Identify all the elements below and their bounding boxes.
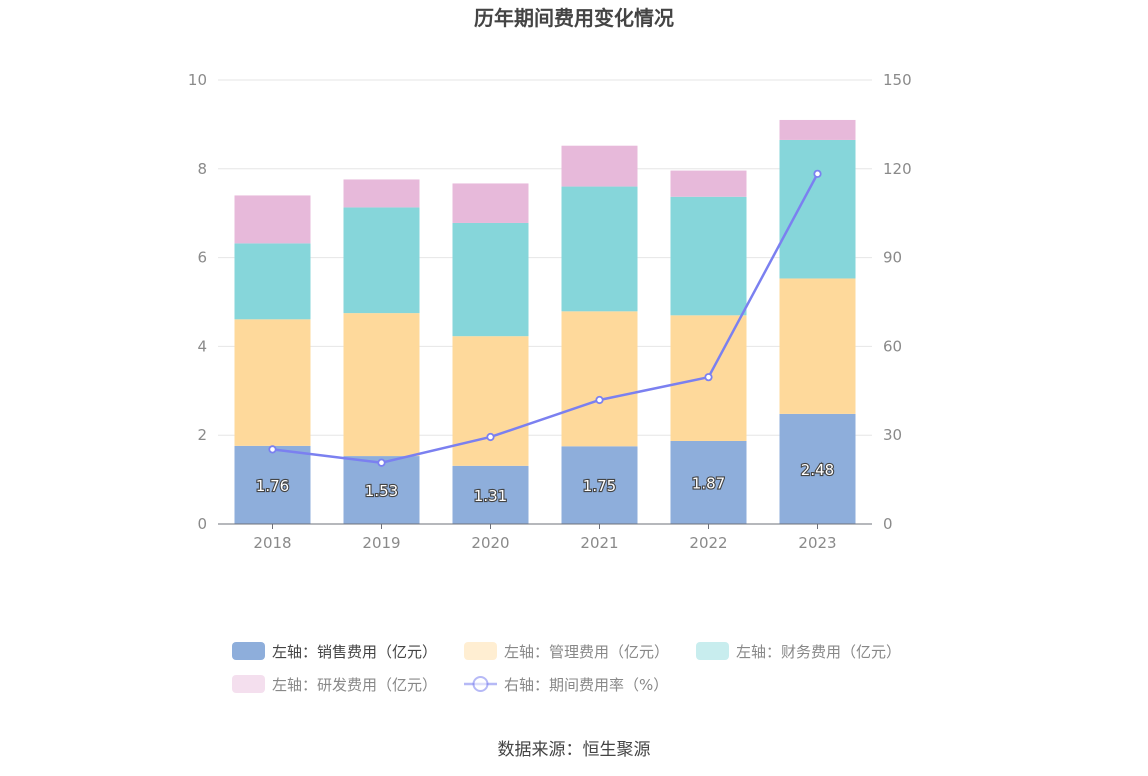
bar-segment bbox=[343, 456, 420, 524]
bar-segment bbox=[779, 413, 856, 524]
right-axis: 0 30 60 90 120 150 bbox=[883, 71, 912, 533]
bar-segment bbox=[234, 445, 311, 524]
x-tick-label: 2022 bbox=[689, 534, 727, 552]
bar-value-label: 1.53 bbox=[365, 482, 398, 500]
rate-point bbox=[268, 445, 277, 454]
legend-label: 左轴：销售费用（亿元） bbox=[272, 643, 437, 661]
legend-label: 左轴：管理费用（亿元） bbox=[504, 643, 669, 661]
y-left-tick-label: 4 bbox=[197, 337, 207, 355]
bar-segment bbox=[234, 243, 311, 320]
source-note: 数据来源：恒生聚源 bbox=[498, 740, 651, 760]
bar-segment bbox=[452, 336, 529, 466]
grid bbox=[218, 79, 872, 436]
x-tick-label: 2020 bbox=[471, 534, 509, 552]
bar-segment bbox=[779, 139, 856, 279]
legend: 左轴：销售费用（亿元） 左轴：管理费用（亿元） 左轴：财务费用（亿元） 左轴：研发费用… bbox=[232, 642, 901, 694]
legend-label: 左轴：研发费用（亿元） bbox=[272, 676, 437, 694]
y-left-tick-label: 0 bbox=[197, 515, 207, 533]
rate-line-path bbox=[272, 173, 819, 464]
legend-swatch bbox=[464, 642, 497, 660]
legend-item: 左轴：管理费用（亿元） bbox=[464, 642, 669, 661]
rate-point bbox=[813, 169, 822, 178]
bar-segment bbox=[234, 319, 311, 446]
x-tick-label: 2019 bbox=[362, 534, 400, 552]
legend-label: 左轴：财务费用（亿元） bbox=[736, 643, 901, 661]
bar-segment bbox=[452, 183, 529, 223]
y-right-tick-label: 90 bbox=[883, 249, 902, 267]
bar-value-label: 1.76 bbox=[256, 477, 289, 495]
x-axis: 2018 2019 2020 2021 2022 2023 bbox=[218, 523, 872, 552]
rate-point bbox=[595, 395, 604, 405]
legend-marker bbox=[472, 676, 489, 692]
legend-item: 右轴：期间费用率（%） bbox=[464, 676, 668, 694]
bar-segment bbox=[343, 207, 420, 314]
chart-title: 历年期间费用变化情况 bbox=[474, 6, 674, 30]
bar-segment bbox=[561, 186, 638, 312]
bar-segment bbox=[343, 313, 420, 457]
bar-segment bbox=[561, 145, 638, 187]
y-right-tick-label: 0 bbox=[883, 515, 893, 533]
bar-segment bbox=[452, 465, 529, 524]
bar-segment bbox=[452, 222, 529, 337]
legend-swatch bbox=[232, 675, 265, 693]
bar-segment bbox=[670, 440, 747, 524]
y-left-tick-label: 10 bbox=[188, 71, 207, 89]
bar-segment bbox=[779, 119, 856, 140]
y-left-tick-label: 8 bbox=[197, 160, 207, 178]
legend-item: 左轴：财务费用（亿元） bbox=[696, 642, 901, 661]
bar-value-label: 1.87 bbox=[692, 474, 725, 492]
legend-label: 右轴：期间费用率（%） bbox=[504, 676, 668, 694]
rate-point bbox=[704, 373, 713, 382]
x-tick-label: 2021 bbox=[580, 534, 618, 552]
x-tick-label: 2023 bbox=[798, 534, 836, 552]
y-left-tick-label: 2 bbox=[197, 426, 207, 444]
legend-item: 左轴：研发费用（亿元） bbox=[232, 675, 437, 694]
legend-swatch bbox=[696, 642, 729, 660]
bar-segment bbox=[779, 278, 856, 414]
y-right-tick-label: 60 bbox=[883, 337, 902, 355]
bar-labels: 1.76 1.53 1.31 1.75 1.87 2.48 bbox=[255, 460, 836, 506]
bars bbox=[234, 119, 856, 524]
bar-segment bbox=[234, 195, 311, 244]
legend-swatch bbox=[232, 642, 265, 660]
left-axis: 0 2 4 6 8 10 bbox=[188, 71, 207, 533]
bar-segment bbox=[343, 179, 420, 208]
rate-point bbox=[486, 432, 495, 442]
bar-value-label: 2.48 bbox=[801, 461, 834, 479]
bar-segment bbox=[561, 311, 638, 447]
legend-item: 左轴：销售费用（亿元） bbox=[232, 642, 437, 661]
bar-segment bbox=[670, 196, 747, 316]
y-right-tick-label: 150 bbox=[883, 71, 912, 89]
bar-value-label: 1.31 bbox=[474, 487, 507, 505]
x-tick-label: 2018 bbox=[253, 534, 291, 552]
y-right-tick-label: 120 bbox=[883, 160, 912, 178]
rate-line bbox=[268, 169, 822, 467]
y-left-tick-label: 6 bbox=[197, 249, 207, 267]
bar-value-label: 1.75 bbox=[583, 477, 616, 495]
rate-point bbox=[377, 458, 386, 467]
bar-segment bbox=[670, 170, 747, 197]
y-right-tick-label: 30 bbox=[883, 426, 902, 444]
bar-segment bbox=[561, 446, 638, 524]
